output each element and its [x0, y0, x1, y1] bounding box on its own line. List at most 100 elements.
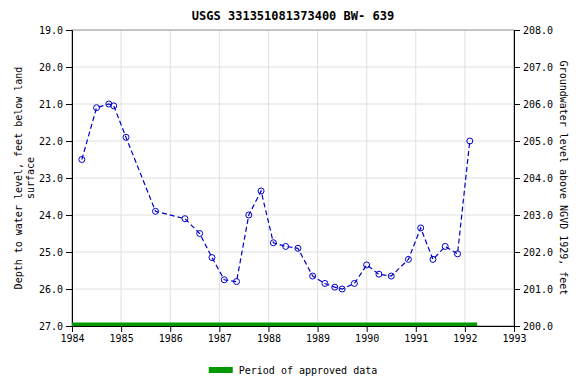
y2-axis-tick-mark — [514, 104, 520, 105]
y-axis-tick-mark — [66, 215, 72, 216]
series-marker — [152, 208, 158, 214]
y-axis-line — [66, 31, 73, 327]
legend-label: Period of approved data — [239, 365, 377, 376]
y2-axis-line — [515, 31, 521, 327]
y2-axis-tick-label: 207.0 — [523, 62, 553, 73]
series-marker — [283, 243, 289, 249]
y-axis-title: Depth to water level, feet below landsur… — [13, 67, 36, 290]
y2-axis-tick-mark — [514, 289, 520, 290]
grid-line-y — [72, 67, 514, 68]
series-marker — [270, 240, 276, 246]
x-axis-tick-label: 1990 — [355, 333, 379, 344]
y2-axis-tick-label: 205.0 — [523, 136, 553, 147]
y2-axis-tick-label: 204.0 — [523, 173, 553, 184]
x-axis-tick-mark — [367, 326, 368, 332]
y2-axis-tick: 203.0 — [514, 210, 553, 221]
series-marker — [258, 188, 264, 194]
period-bar — [72, 323, 477, 327]
series-marker — [246, 212, 252, 218]
legend: Period of approved data — [209, 365, 377, 376]
y-axis-tick-label: 26.0 — [39, 284, 63, 295]
grid-line-y — [72, 252, 514, 253]
y2-axis-tick-mark — [514, 141, 520, 142]
y-axis-tick: 22.0 — [39, 136, 72, 147]
x-axis-tick-mark — [465, 326, 466, 332]
y2-axis-tick-mark — [514, 67, 520, 68]
series-marker — [182, 216, 188, 222]
series-marker — [430, 256, 436, 262]
series-marker — [310, 273, 316, 279]
grid-line-y — [72, 104, 514, 105]
x-axis: 1984 1985 1986 1987 1988 1989 1990 1991 1992 1993 — [60, 326, 526, 344]
y-axis-tick-mark — [66, 326, 72, 327]
y-axis-tick-label: 21.0 — [39, 99, 63, 110]
y-axis-tick: 19.0 — [39, 25, 72, 36]
x-axis-tick-label: 1991 — [404, 333, 428, 344]
y-axis-tick: 26.0 — [39, 284, 72, 295]
y-axis-tick-mark — [66, 289, 72, 290]
y-axis-tick-label: 22.0 — [39, 136, 63, 147]
legend-item: Period of approved data — [209, 365, 377, 376]
series-marker — [295, 245, 301, 251]
y2-axis-tick-mark — [514, 215, 520, 216]
x-axis-tick-mark — [219, 326, 220, 332]
y2-axis-tick-label: 202.0 — [523, 247, 553, 258]
y-axis-tick: 21.0 — [39, 99, 72, 110]
grid-line-y — [72, 141, 514, 142]
y-axis-title-line: surface — [25, 157, 36, 199]
y2-axis-tick: 206.0 — [514, 99, 553, 110]
y-axis-tick: 20.0 — [39, 62, 72, 73]
chart: 1984 1985 1986 1987 1988 1989 1990 1991 1992 1993… — [0, 0, 576, 384]
grid-line-y — [72, 215, 514, 216]
grid-line-y — [72, 289, 514, 290]
x-axis-tick: 1985 — [110, 326, 134, 344]
y-axis-tick-mark — [66, 67, 72, 68]
y2-axis-tick-mark — [514, 326, 520, 327]
x-axis-tick: 1986 — [159, 326, 183, 344]
y-axis-tick-label: 25.0 — [39, 247, 63, 258]
y2-axis-tick-mark — [514, 252, 520, 253]
grid-line-y — [72, 178, 514, 179]
x-axis-tick: 1989 — [306, 326, 330, 344]
series-marker — [79, 157, 85, 163]
y2-axis-tick: 204.0 — [514, 173, 553, 184]
y2-axis-tick-mark — [514, 178, 520, 179]
y2-axis-tick-label: 203.0 — [523, 210, 553, 221]
x-axis-tick: 1987 — [208, 326, 232, 344]
series-marker — [376, 271, 382, 277]
y2-axis-tick-label: 206.0 — [523, 99, 553, 110]
y2-axis-tick: 205.0 — [514, 136, 553, 147]
series-line — [82, 104, 470, 289]
x-axis-tick-mark — [416, 326, 417, 332]
y-axis-tick-label: 24.0 — [39, 210, 63, 221]
x-axis-tick: 1990 — [355, 326, 379, 344]
series-marker — [351, 280, 357, 286]
x-axis-tick-label: 1992 — [453, 333, 477, 344]
series-marker — [418, 225, 424, 231]
x-axis-tick: 1984 — [60, 326, 84, 344]
series-marker — [332, 284, 338, 290]
series-marker — [234, 279, 240, 285]
y-axis-tick-label: 27.0 — [39, 321, 63, 332]
series-marker — [467, 138, 473, 144]
x-axis-tick-mark — [121, 326, 122, 332]
legend-swatch — [209, 367, 233, 373]
x-axis-tick: 1988 — [257, 326, 281, 344]
x-axis-tick-mark — [268, 326, 269, 332]
y2-axis-tick-label: 200.0 — [523, 321, 553, 332]
series-marker — [94, 105, 100, 111]
x-axis-tick-label: 1985 — [110, 333, 134, 344]
series-marker — [442, 243, 448, 249]
y2-axis-tick-label: 208.0 — [523, 25, 553, 36]
series-marker — [123, 134, 129, 140]
x-axis-tick-label: 1989 — [306, 333, 330, 344]
y-axis: 19.0 20.0 21.0 22.0 23.0 24.0 25.0 26.0 27.0 — [39, 25, 73, 332]
y-axis-tick-label: 19.0 — [39, 25, 63, 36]
y2-axis-tick-mark — [514, 30, 520, 31]
y-axis-tick-label: 23.0 — [39, 173, 63, 184]
x-axis-tick-label: 1986 — [159, 333, 183, 344]
y2-axis-tick: 202.0 — [514, 247, 553, 258]
series-marker — [111, 103, 117, 109]
series-marker — [197, 231, 203, 237]
x-axis-tick-label: 1993 — [502, 333, 526, 344]
